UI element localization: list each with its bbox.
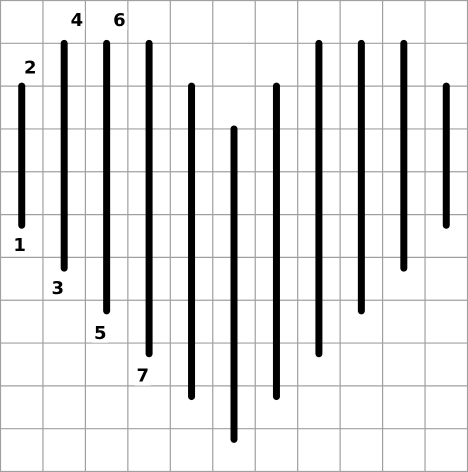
step-label-1: 1 bbox=[13, 235, 26, 256]
step-label-bg bbox=[22, 58, 39, 78]
step-label-7: 7 bbox=[136, 366, 149, 387]
step-label-bg bbox=[111, 11, 128, 31]
step-label-bg bbox=[49, 278, 66, 298]
step-label-bg bbox=[68, 11, 85, 31]
step-label-2: 2 bbox=[24, 57, 37, 78]
step-label-bg bbox=[134, 366, 151, 386]
step-label-3: 3 bbox=[52, 278, 65, 299]
step-label-4: 4 bbox=[71, 10, 84, 31]
step-label-bg bbox=[11, 235, 28, 255]
step-label-6: 6 bbox=[113, 10, 126, 31]
step-labels: 1 2 3 4 5 6 7 bbox=[11, 10, 151, 387]
stitch-lines bbox=[18, 39, 450, 443]
step-label-5: 5 bbox=[94, 323, 107, 344]
step-label-bg bbox=[92, 323, 109, 343]
